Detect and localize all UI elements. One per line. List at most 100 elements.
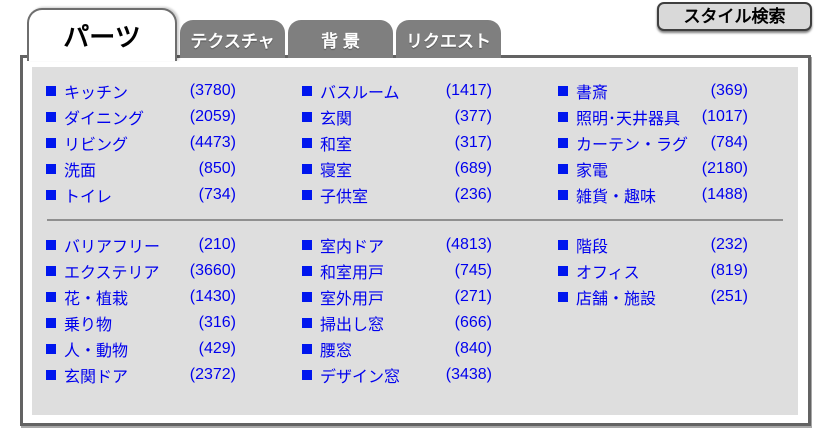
category-item: 人・動物 (429) [46, 336, 236, 362]
category-count[interactable]: (2059) [189, 108, 236, 125]
bullet-square-icon [46, 344, 56, 354]
category-count[interactable]: (4473) [189, 134, 236, 151]
category-count[interactable]: (1017) [701, 108, 748, 125]
category-link[interactable]: 照明･天井器具 [576, 111, 681, 128]
tab-parts[interactable]: パーツ [27, 8, 177, 61]
bullet-square-icon [302, 86, 312, 96]
category-item: 家電 (2180) [558, 156, 748, 182]
category-link[interactable]: 洗面 [64, 163, 97, 180]
category-count[interactable]: (4813) [445, 236, 492, 253]
bullet-square-icon [558, 266, 568, 276]
category-column: 室内ドア (4813) 和室用戸 (745) 室外用戸 (271) 掃出し窓 (666) 腰窓 (… [302, 232, 492, 388]
category-link[interactable]: キッチン [64, 85, 129, 102]
category-count[interactable]: (1417) [445, 82, 492, 99]
bullet-square-icon [46, 138, 56, 148]
category-link[interactable]: トイレ [64, 189, 113, 206]
bullet-square-icon [558, 190, 568, 200]
category-link[interactable]: 掃出し窓 [320, 317, 385, 334]
category-count[interactable]: (1430) [189, 288, 236, 305]
category-panel: キッチン (3780) ダイニング (2059) リビング (4473) 洗面 (850) トイ… [32, 67, 798, 415]
category-link[interactable]: 室内ドア [320, 239, 385, 256]
bullet-square-icon [302, 266, 312, 276]
group-divider [47, 219, 783, 221]
bullet-square-icon [46, 190, 56, 200]
bullet-square-icon [46, 318, 56, 328]
category-count[interactable]: (3438) [445, 366, 492, 383]
category-count[interactable]: (784) [710, 134, 748, 151]
category-item: 寝室 (689) [302, 156, 492, 182]
category-count[interactable]: (232) [710, 236, 748, 253]
category-count[interactable]: (2180) [701, 160, 748, 177]
category-count[interactable]: (689) [454, 160, 492, 177]
category-link[interactable]: 人・動物 [64, 343, 129, 360]
category-link[interactable]: 寝室 [320, 163, 353, 180]
category-link[interactable]: 書斎 [576, 85, 609, 102]
category-column: キッチン (3780) ダイニング (2059) リビング (4473) 洗面 (850) トイ… [46, 78, 236, 208]
category-count[interactable]: (3780) [189, 82, 236, 99]
category-column: 階段 (232) オフィス (819) 店舗・施設 (251) [558, 232, 748, 388]
category-count[interactable]: (317) [454, 134, 492, 151]
category-count[interactable]: (2372) [189, 366, 236, 383]
bullet-square-icon [302, 138, 312, 148]
tab-request[interactable]: リクエスト [396, 20, 501, 58]
category-link[interactable]: 花・植栽 [64, 291, 129, 308]
category-item: ダイニング (2059) [46, 104, 236, 130]
category-link[interactable]: カーテン・ラグ [576, 137, 689, 154]
bullet-square-icon [302, 318, 312, 328]
category-count[interactable]: (236) [454, 186, 492, 203]
category-count[interactable]: (3660) [189, 262, 236, 279]
category-item: 店舗・施設 (251) [558, 284, 748, 310]
bullet-square-icon [302, 370, 312, 380]
category-link[interactable]: 室外用戸 [320, 291, 385, 308]
category-count[interactable]: (316) [198, 314, 236, 331]
category-item: 書斎 (369) [558, 78, 748, 104]
category-count[interactable]: (369) [710, 82, 748, 99]
category-count[interactable]: (251) [710, 288, 748, 305]
category-count[interactable]: (666) [454, 314, 492, 331]
category-count[interactable]: (840) [454, 340, 492, 357]
category-item: 花・植栽 (1430) [46, 284, 236, 310]
category-link[interactable]: バスルーム [320, 85, 400, 102]
category-count[interactable]: (1488) [701, 186, 748, 203]
category-count[interactable]: (429) [198, 340, 236, 357]
bullet-square-icon [558, 112, 568, 122]
category-link[interactable]: 和室用戸 [320, 265, 385, 282]
category-count[interactable]: (271) [454, 288, 492, 305]
category-link[interactable]: リビング [64, 137, 129, 154]
category-link[interactable]: ダイニング [64, 111, 145, 128]
category-link[interactable]: バリアフリー [64, 239, 161, 256]
category-link[interactable]: 玄関ドア [64, 369, 129, 386]
bullet-square-icon [558, 164, 568, 174]
category-count[interactable]: (734) [198, 186, 236, 203]
category-link[interactable]: デザイン窓 [320, 369, 401, 386]
category-link[interactable]: オフィス [576, 265, 640, 282]
category-link[interactable]: 和室 [320, 137, 353, 154]
category-item: 階段 (232) [558, 232, 748, 258]
category-link[interactable]: 階段 [576, 239, 609, 256]
style-search-button[interactable]: スタイル検索 [657, 2, 812, 31]
category-count[interactable]: (745) [454, 262, 492, 279]
category-count[interactable]: (377) [454, 108, 492, 125]
category-column: バスルーム (1417) 玄関 (377) 和室 (317) 寝室 (689) 子供室 (236) [302, 78, 492, 208]
tab-texture[interactable]: テクスチャ [180, 20, 285, 58]
category-link[interactable]: エクステリア [64, 265, 160, 282]
category-link[interactable]: 店舗・施設 [576, 291, 657, 308]
category-item: 照明･天井器具 (1017) [558, 104, 748, 130]
bullet-square-icon [46, 164, 56, 174]
category-link[interactable]: 腰窓 [320, 343, 353, 360]
bullet-square-icon [46, 112, 56, 122]
bullet-square-icon [558, 240, 568, 250]
category-column: バリアフリー (210) エクステリア (3660) 花・植栽 (1430) 乗り物 (316… [46, 232, 236, 388]
category-count[interactable]: (210) [198, 236, 236, 253]
category-link[interactable]: 家電 [576, 163, 609, 180]
category-link[interactable]: 子供室 [320, 189, 369, 206]
category-link[interactable]: 雑貨・趣味 [576, 189, 657, 206]
category-count[interactable]: (850) [198, 160, 236, 177]
bullet-square-icon [302, 112, 312, 122]
category-count[interactable]: (819) [710, 262, 748, 279]
category-group-exterior: バリアフリー (210) エクステリア (3660) 花・植栽 (1430) 乗り物 (316… [46, 232, 784, 388]
category-link[interactable]: 玄関 [320, 111, 353, 128]
tab-background[interactable]: 背 景 [288, 20, 393, 58]
category-link[interactable]: 乗り物 [64, 317, 113, 334]
